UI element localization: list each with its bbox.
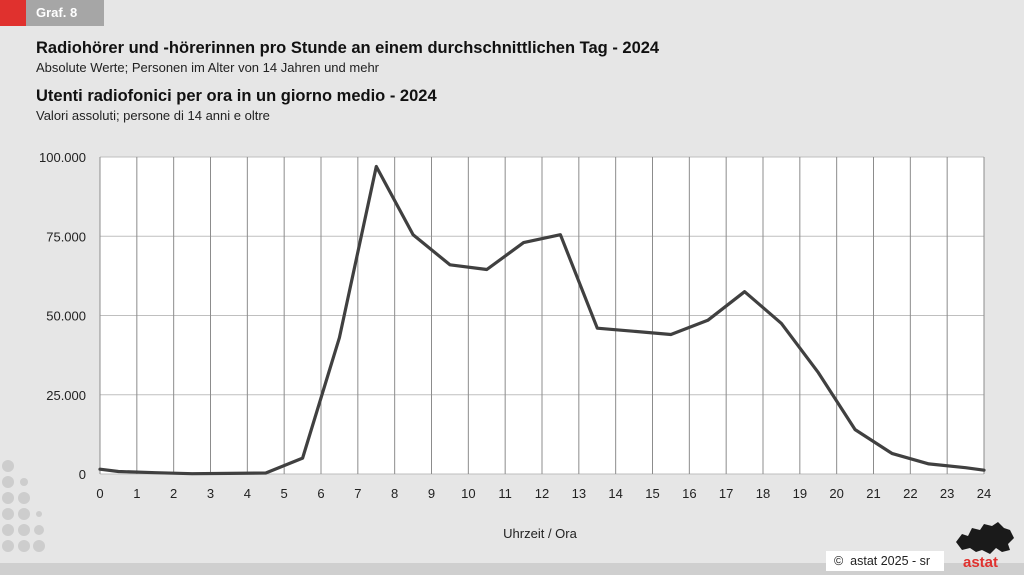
subtitle-german: Absolute Werte; Personen im Alter von 14… (36, 60, 380, 75)
x-tick-label: 13 (572, 486, 586, 501)
x-tick-label: 1 (133, 486, 140, 501)
title-german: Radiohörer und -hörerinnen pro Stunde an… (36, 39, 660, 57)
footer-band (0, 563, 1024, 575)
x-tick-label: 4 (244, 486, 251, 501)
decorative-dots (2, 460, 45, 552)
astat-logo: astat (952, 520, 1016, 572)
x-tick-label: 20 (829, 486, 843, 501)
x-tick-label: 7 (354, 486, 361, 501)
x-tick-label: 17 (719, 486, 733, 501)
x-tick-label: 14 (608, 486, 622, 501)
x-tick-label: 21 (866, 486, 880, 501)
x-tick-label: 2 (170, 486, 177, 501)
title-italian: Utenti radiofonici per ora in un giorno … (36, 87, 437, 105)
copyright-label: © astat 2025 - sr (826, 551, 944, 571)
series-line (98, 164, 986, 476)
y-tick-label: 25.000 (46, 388, 86, 403)
x-tick-label: 10 (461, 486, 475, 501)
badge-red-square (0, 0, 26, 26)
x-tick-label: 15 (645, 486, 659, 501)
subtitle-italian: Valori assoluti; persone di 14 anni e ol… (36, 108, 270, 123)
x-tick-label: 22 (903, 486, 917, 501)
y-tick-label: 0 (79, 467, 86, 482)
logo-wordmark: astat (963, 554, 999, 571)
x-tick-label: 18 (756, 486, 770, 501)
x-tick-label: 3 (207, 486, 214, 501)
x-tick-label: 5 (281, 486, 288, 501)
figure-badge: Graf. 8 (0, 0, 104, 26)
badge-label: Graf. 8 (36, 5, 78, 20)
x-tick-label: 12 (535, 486, 549, 501)
x-tick-label: 11 (498, 486, 512, 501)
x-axis-label: Uhrzeit / Ora (503, 526, 577, 541)
y-tick-label: 50.000 (46, 309, 86, 324)
x-tick-label: 16 (682, 486, 696, 501)
x-tick-label: 8 (391, 486, 398, 501)
y-tick-label: 100.000 (39, 150, 86, 165)
x-tick-label: 9 (428, 486, 435, 501)
south-tyrol-map-icon (956, 522, 1014, 554)
x-tick-label: 24 (977, 486, 991, 501)
copyright-text: astat 2025 - sr (850, 554, 931, 568)
x-tick-label: 6 (317, 486, 324, 501)
x-tick-label: 23 (940, 486, 954, 501)
x-tick-label: 0 (96, 486, 103, 501)
x-tick-label: 19 (793, 486, 807, 501)
y-tick-label: 75.000 (46, 229, 86, 244)
